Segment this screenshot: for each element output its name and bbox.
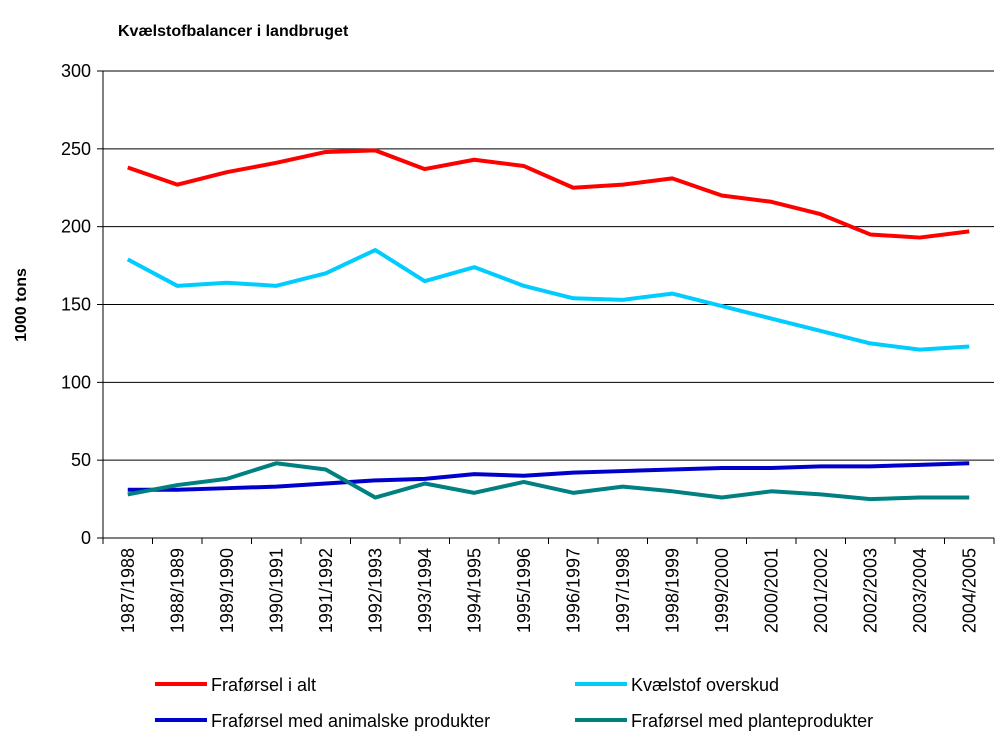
legend-label: Fraførsel i alt bbox=[211, 675, 316, 695]
x-tick-label: 2000/2001 bbox=[761, 548, 781, 633]
y-tick-label: 50 bbox=[71, 450, 91, 470]
chart-title: Kvælstofbalancer i landbruget bbox=[118, 23, 349, 40]
line-series bbox=[127, 461, 970, 502]
x-tick-label: 1990/1991 bbox=[266, 548, 286, 633]
legend-label: Fraførsel med animalske produkter bbox=[211, 711, 490, 731]
x-tick-label: 1998/1999 bbox=[662, 548, 682, 633]
x-tick-label: 1988/1989 bbox=[167, 548, 187, 633]
x-tick-label: 1999/2000 bbox=[712, 548, 732, 633]
line-series bbox=[127, 461, 970, 492]
x-tick-label: 1996/1997 bbox=[563, 548, 583, 633]
x-tick-label: 1997/1998 bbox=[613, 548, 633, 633]
legend-label: Kvælstof overskud bbox=[631, 675, 779, 695]
x-tick-label: 2004/2005 bbox=[959, 548, 979, 633]
x-tick-label: 2002/2003 bbox=[860, 548, 880, 633]
x-tick-label: 1995/1996 bbox=[514, 548, 534, 633]
y-tick-label: 250 bbox=[61, 139, 91, 159]
line-series bbox=[126, 248, 970, 352]
y-tick-label: 150 bbox=[61, 295, 91, 315]
y-axis-label: 1000 tons bbox=[13, 268, 30, 342]
y-tick-label: 100 bbox=[61, 372, 91, 392]
x-tick-label: 2001/2002 bbox=[811, 548, 831, 633]
x-tick-label: 1987/1988 bbox=[118, 548, 138, 633]
legend-label: Fraførsel med planteprodukter bbox=[631, 711, 873, 731]
y-tick-label: 300 bbox=[61, 61, 91, 81]
x-tick-label: 1993/1994 bbox=[415, 548, 435, 633]
x-tick-label: 2003/2004 bbox=[910, 548, 930, 633]
y-tick-label: 200 bbox=[61, 217, 91, 237]
y-tick-label: 0 bbox=[81, 528, 91, 548]
line-series bbox=[127, 148, 970, 240]
x-tick-label: 1994/1995 bbox=[464, 548, 484, 633]
x-tick-label: 1989/1990 bbox=[217, 548, 237, 633]
x-tick-label: 1992/1993 bbox=[365, 548, 385, 633]
x-tick-label: 1991/1992 bbox=[316, 548, 336, 633]
